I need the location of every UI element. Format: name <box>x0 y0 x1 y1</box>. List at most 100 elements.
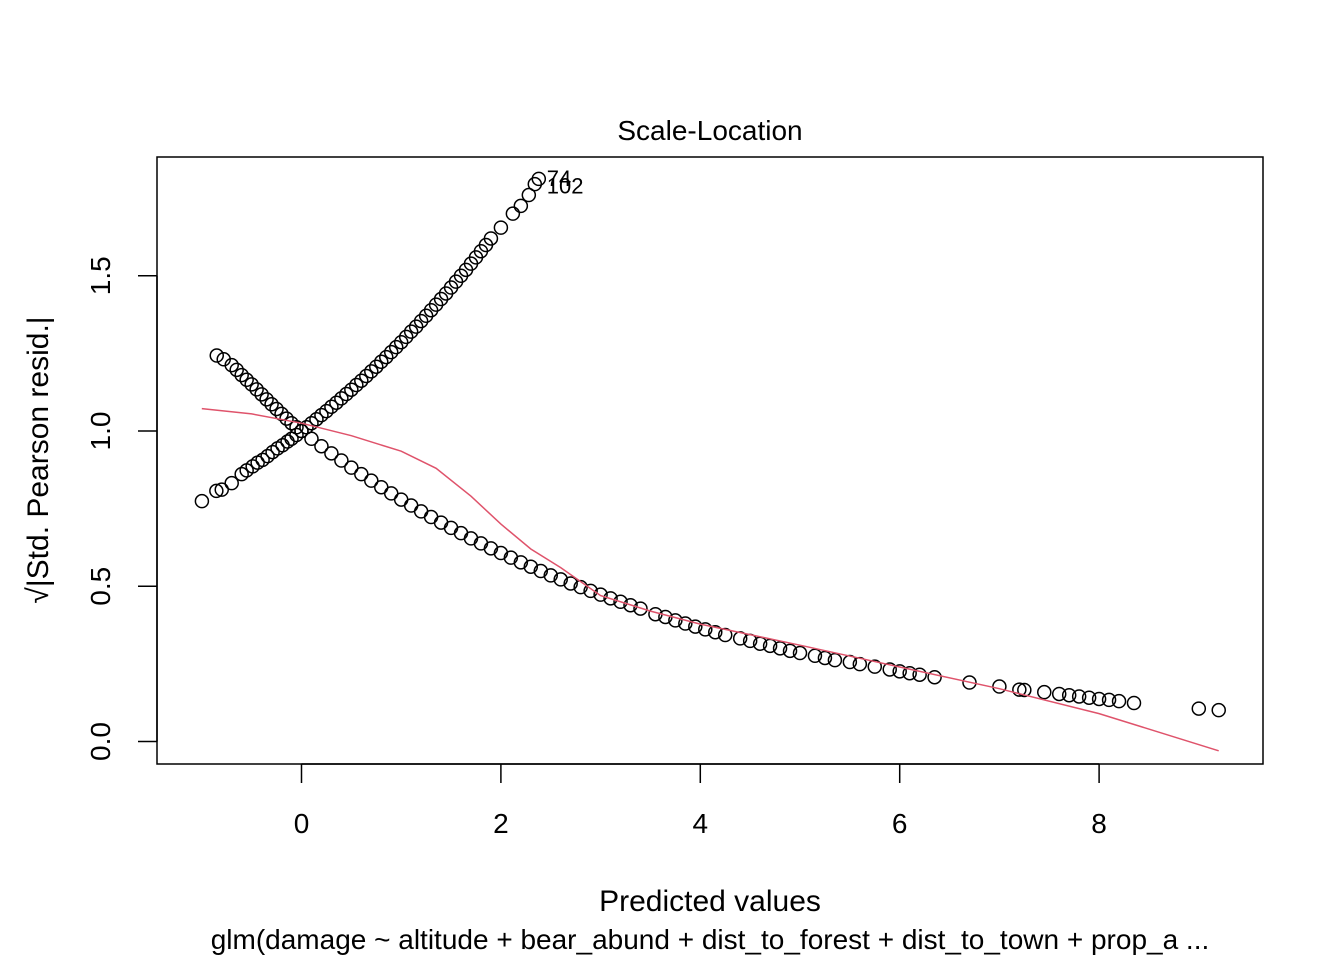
point-s1-17 <box>304 431 319 447</box>
x-tick-label-0: 0 <box>294 808 310 839</box>
point-s1-85 <box>1081 690 1097 705</box>
point-s1-10 <box>264 397 279 412</box>
point-s1-75 <box>912 667 927 682</box>
point-s1-53 <box>668 613 683 628</box>
point-s1-9 <box>259 392 274 407</box>
point-s0-33 <box>378 349 394 365</box>
point-s1-91 <box>1211 702 1226 718</box>
point-s1-79 <box>1012 682 1027 697</box>
point-s0-32 <box>374 354 389 370</box>
point-s1-32 <box>453 525 469 541</box>
point-s1-89 <box>1126 695 1142 711</box>
point-s1-81 <box>1037 684 1052 700</box>
model-formula-subtitle: glm(damage ~ altitude + bear_abund + dis… <box>211 924 1210 955</box>
point-s0-55 <box>493 220 509 235</box>
point-s1-54 <box>678 616 693 631</box>
point-s1-74 <box>902 665 917 681</box>
point-s1-80 <box>1017 682 1032 698</box>
point-s0-0 <box>194 493 210 509</box>
point-s0-15 <box>289 427 304 443</box>
point-s0-19 <box>309 411 324 427</box>
point-s1-72 <box>882 662 897 677</box>
y-tick-label-1.0: 1.0 <box>85 412 116 451</box>
point-s1-25 <box>383 486 399 501</box>
point-s1-19 <box>324 446 339 461</box>
x-tick-label-8: 8 <box>1091 808 1107 839</box>
point-s1-77 <box>962 675 977 690</box>
point-s1-27 <box>403 498 419 513</box>
point-s0-6 <box>245 459 260 474</box>
point-s0-60 <box>531 171 547 187</box>
point-s1-30 <box>433 515 449 530</box>
point-label-102: 102 <box>547 174 584 199</box>
data-points <box>194 171 1226 718</box>
point-s1-55 <box>688 619 703 634</box>
chart-title: Scale-Location <box>617 115 802 146</box>
point-s1-42 <box>553 572 568 587</box>
point-s1-7 <box>249 382 264 397</box>
smoother-line <box>201 407 1219 752</box>
point-s0-54 <box>483 231 499 246</box>
point-s1-44 <box>573 579 588 595</box>
point-s1-16 <box>294 423 309 439</box>
point-s1-3 <box>229 362 244 378</box>
x-axis-label: Predicted values <box>599 885 821 918</box>
point-s0-29 <box>359 368 374 384</box>
point-s0-24 <box>334 391 349 406</box>
point-s0-3 <box>224 475 239 491</box>
point-s0-21 <box>319 403 334 419</box>
point-s0-30 <box>364 364 379 379</box>
point-label-74: 74 <box>547 166 571 191</box>
point-s1-45 <box>583 583 598 599</box>
point-s1-84 <box>1071 689 1087 704</box>
point-s1-57 <box>708 624 723 640</box>
point-s0-1 <box>209 483 224 499</box>
x-axis: 0 2 4 6 8 <box>294 763 1107 839</box>
point-s0-20 <box>314 407 329 423</box>
point-s0-43 <box>428 297 444 312</box>
point-s1-29 <box>423 509 439 525</box>
x-tick-label-4: 4 <box>693 808 709 839</box>
point-s1-24 <box>374 479 389 495</box>
point-s0-10 <box>265 444 280 460</box>
point-s1-18 <box>314 438 329 454</box>
point-s1-11 <box>269 401 284 417</box>
point-s1-22 <box>354 466 369 482</box>
point-s0-28 <box>354 373 369 388</box>
point-s1-6 <box>244 377 259 392</box>
point-s1-87 <box>1101 692 1117 708</box>
point-s1-41 <box>543 568 558 583</box>
point-s0-37 <box>398 329 414 345</box>
point-s1-21 <box>344 460 359 475</box>
point-s1-73 <box>892 664 907 679</box>
point-s0-27 <box>349 377 364 393</box>
x-tick-label-2: 2 <box>493 808 509 839</box>
point-s0-9 <box>260 448 275 464</box>
point-s1-5 <box>239 372 254 388</box>
point-s0-23 <box>329 395 344 410</box>
point-s1-83 <box>1061 687 1077 703</box>
point-s1-23 <box>364 473 379 488</box>
point-s1-67 <box>817 650 833 666</box>
point-s0-8 <box>255 452 270 468</box>
point-s1-48 <box>613 594 628 610</box>
point-s1-12 <box>274 406 289 422</box>
point-s0-34 <box>383 344 399 360</box>
point-s1-15 <box>289 420 304 435</box>
point-s1-63 <box>772 641 788 656</box>
point-s1-26 <box>393 492 409 507</box>
point-s1-88 <box>1111 693 1127 709</box>
point-s0-42 <box>423 302 439 318</box>
point-s1-90 <box>1191 701 1207 716</box>
point-s0-31 <box>369 359 384 374</box>
point-s1-20 <box>334 453 349 468</box>
point-s1-8 <box>254 387 269 402</box>
y-axis-label: √|Std. Pearson resid.| <box>22 316 55 603</box>
point-s1-4 <box>234 367 249 383</box>
point-s1-56 <box>698 622 713 637</box>
point-s1-76 <box>927 669 942 685</box>
point-s0-38 <box>403 324 419 339</box>
point-s1-28 <box>413 504 429 519</box>
point-s0-40 <box>413 313 429 329</box>
